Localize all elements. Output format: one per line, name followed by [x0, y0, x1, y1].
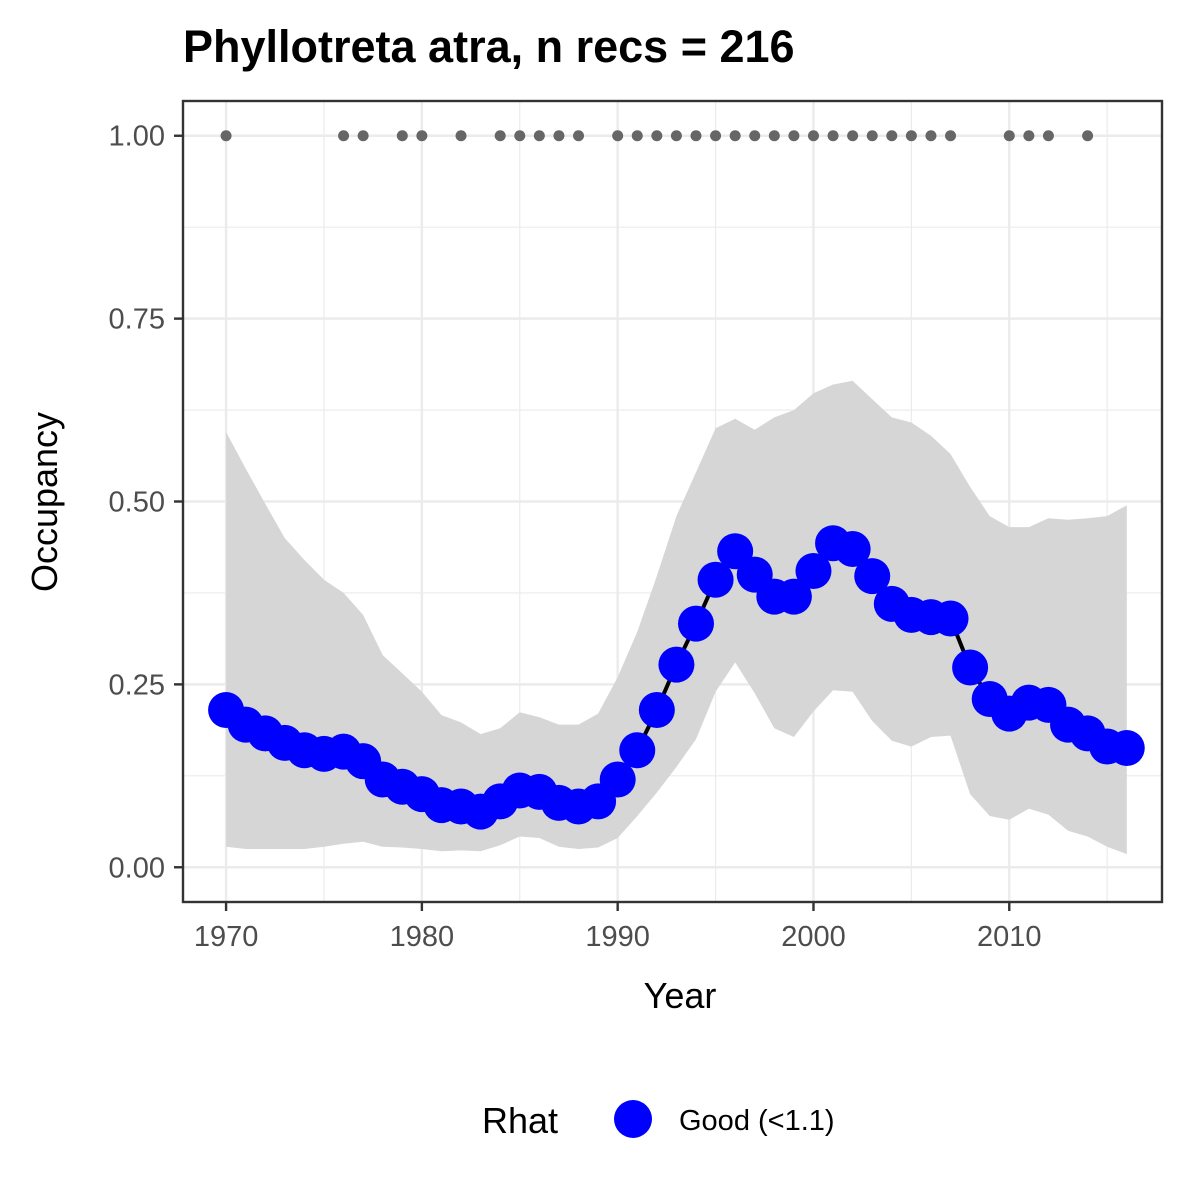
record-point	[1042, 130, 1054, 142]
record-point	[749, 130, 761, 142]
y-tick-label: 0.25	[109, 669, 165, 701]
record-point	[768, 130, 780, 142]
x-tick-label: 1990	[585, 921, 650, 953]
occupancy-point	[952, 649, 989, 686]
record-point	[220, 130, 232, 142]
occupancy-points	[208, 525, 1145, 830]
record-point	[827, 130, 839, 142]
occupancy-point	[677, 605, 714, 642]
record-point	[866, 130, 878, 142]
record-point	[670, 130, 682, 142]
y-tick-label: 0.00	[109, 852, 165, 884]
record-point	[651, 130, 663, 142]
x-axis-title: Year	[644, 975, 717, 1016]
record-point	[690, 130, 702, 142]
x-tick-label: 2000	[781, 921, 846, 953]
record-point	[1082, 130, 1094, 142]
legend: Rhat Good (<1.1)	[482, 1100, 835, 1141]
record-point	[631, 130, 643, 142]
record-point	[357, 130, 369, 142]
legend-label-good: Good (<1.1)	[679, 1105, 835, 1137]
occupancy-point	[1108, 730, 1145, 767]
record-point	[338, 130, 350, 142]
y-tick-label: 0.75	[109, 304, 165, 336]
record-point	[533, 130, 545, 142]
record-point	[514, 130, 526, 142]
occupancy-point	[775, 578, 812, 615]
record-point	[886, 130, 898, 142]
y-axis: 0.00 0.25 0.50 0.75 1.00	[109, 121, 183, 884]
confidence-ribbon	[226, 380, 1127, 855]
record-point	[925, 130, 937, 142]
record-point	[396, 130, 408, 142]
occupancy-point	[854, 558, 891, 595]
record-point	[788, 130, 800, 142]
x-tick-label: 1970	[194, 921, 259, 953]
record-point	[494, 130, 506, 142]
record-point	[905, 130, 917, 142]
occupancy-point	[599, 761, 636, 798]
record-point	[945, 130, 957, 142]
record-point	[553, 130, 565, 142]
y-tick-label: 1.00	[109, 121, 165, 153]
record-point	[710, 130, 722, 142]
x-axis: 1970 1980 1990 2000 2010	[194, 902, 1042, 953]
legend-key-good	[614, 1100, 652, 1138]
y-tick-label: 0.50	[109, 487, 165, 519]
chart-title: Phyllotreta atra, n recs = 216	[183, 21, 795, 72]
record-point	[1003, 130, 1015, 142]
record-point	[612, 130, 624, 142]
record-point	[455, 130, 467, 142]
occupancy-point	[619, 732, 656, 769]
occupancy-point	[932, 600, 969, 637]
record-point	[573, 130, 585, 142]
occupancy-point	[795, 552, 832, 589]
plot-panel	[181, 99, 1164, 904]
record-point	[847, 130, 859, 142]
x-tick-label: 2010	[977, 921, 1042, 953]
occupancy-point	[638, 691, 675, 728]
occupancy-point	[697, 561, 734, 598]
x-tick-label: 1980	[390, 921, 455, 953]
y-axis-title: Occupancy	[24, 412, 65, 592]
record-year-points	[220, 130, 1094, 142]
legend-title: Rhat	[482, 1100, 558, 1141]
occupancy-point	[658, 646, 695, 683]
record-point	[807, 130, 819, 142]
occupancy-point	[834, 531, 871, 568]
record-point	[1023, 130, 1035, 142]
record-point	[729, 130, 741, 142]
record-point	[416, 130, 428, 142]
